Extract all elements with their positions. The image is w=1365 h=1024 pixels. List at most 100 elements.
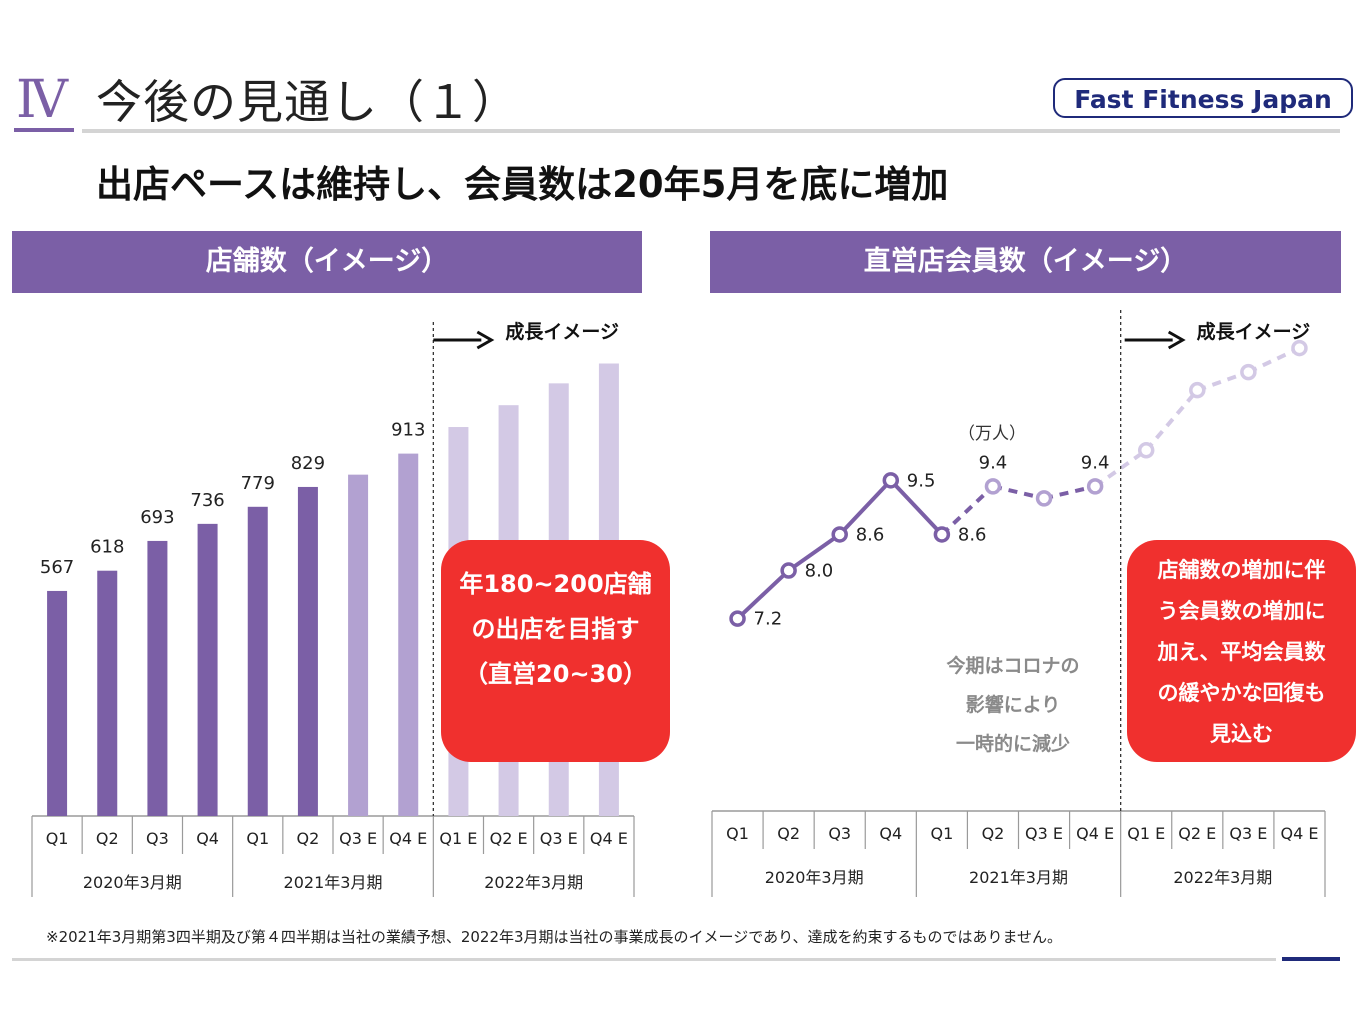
member-period-label: 2020年3月期 xyxy=(765,868,864,887)
covid-note-line: 今期はコロナの xyxy=(946,655,1080,677)
member-line-segment xyxy=(889,478,944,536)
member-growth-callout: 店舗数の増加に伴 う会員数の増加に 加え、平均会員数 の緩やかな回復も 見込む xyxy=(1127,540,1356,762)
store-tick-label: Q4 E xyxy=(389,829,427,848)
store-bar xyxy=(147,540,168,816)
store-bar xyxy=(247,506,268,816)
member-line-segment xyxy=(838,478,893,536)
member-point xyxy=(933,526,951,543)
member-value-label: 8.6 xyxy=(856,524,885,545)
section-underline xyxy=(14,128,74,132)
unit-label: （万人） xyxy=(958,424,1026,444)
member-period-label: 2022年3月期 xyxy=(1173,868,1272,887)
store-period-label: 2020年3月期 xyxy=(83,873,182,892)
store-bar xyxy=(97,570,118,816)
member-line-segment xyxy=(1247,346,1301,374)
title-divider xyxy=(82,129,1340,133)
member-line-segment xyxy=(1043,484,1096,501)
member-growth-arrowhead xyxy=(1167,330,1186,350)
member-point xyxy=(882,472,900,489)
member-tick-label: Q4 xyxy=(879,824,902,843)
footnote: ※2021年3月期第3四半期及び第４四半期は当社の業績予想、2022年3月期は当… xyxy=(46,928,1063,946)
store-growth-arrowhead xyxy=(476,330,495,350)
covid-note-line: 影響により xyxy=(965,694,1061,716)
store-value-label: 567 xyxy=(40,557,74,578)
member-tick-label: Q4 E xyxy=(1280,824,1318,843)
member-line-segment xyxy=(787,532,841,573)
store-bar xyxy=(197,523,218,816)
store-value-label: 779 xyxy=(241,473,275,494)
member-line-segment xyxy=(1093,448,1148,488)
store-tick-label: Q4 E xyxy=(590,829,628,848)
callout-line: の出店を目指す xyxy=(471,615,640,643)
store-tick-label: Q2 xyxy=(96,829,119,848)
store-value-label: 913 xyxy=(391,420,425,441)
callout-line: 店舗数の増加に伴 xyxy=(1157,558,1326,582)
member-value-label: 7.2 xyxy=(754,609,783,630)
store-value-label: 693 xyxy=(140,507,174,528)
covid-note: 今期はコロナの 影響により 一時的に減少 xyxy=(918,647,1108,764)
member-point xyxy=(1240,363,1257,381)
callout-line: 年180~200店舗 xyxy=(459,570,652,598)
callout-line: 加え、平均会員数 xyxy=(1157,640,1326,664)
company-logo: Fast Fitness Japan xyxy=(1053,78,1353,118)
store-tick-label: Q2 E xyxy=(490,829,528,848)
store-bar xyxy=(297,486,318,816)
headline: 出店ペースは維持し、会員数は20年5月を底に増加 xyxy=(96,163,949,206)
section-number: Ⅳ xyxy=(16,70,68,130)
store-tick-label: Q1 E xyxy=(439,829,477,848)
store-bar xyxy=(47,590,68,816)
store-tick-label: Q3 E xyxy=(540,829,578,848)
page-title: 今後の見通し（１） xyxy=(96,75,519,129)
store-period-label: 2021年3月期 xyxy=(284,873,383,892)
member-tick-label: Q1 xyxy=(930,824,953,843)
callout-line: の緩やかな回復も xyxy=(1157,681,1326,705)
member-tick-label: Q3 E xyxy=(1229,824,1267,843)
member-value-label: 9.4 xyxy=(979,452,1008,473)
member-point xyxy=(1035,490,1053,507)
callout-line: （直営20~30） xyxy=(464,660,647,688)
store-growth-label: 成長イメージ xyxy=(505,320,619,343)
callout-line: 見込む xyxy=(1210,722,1273,746)
member-tick-label: Q3 xyxy=(828,824,851,843)
member-point xyxy=(1189,381,1206,399)
member-point xyxy=(831,526,848,543)
member-tick-label: Q3 E xyxy=(1025,824,1063,843)
covid-note-line: 一時的に減少 xyxy=(955,733,1070,755)
member-growth-label: 成長イメージ xyxy=(1197,320,1311,343)
store-tick-label: Q4 xyxy=(196,829,219,848)
store-tick-label: Q3 E xyxy=(339,829,377,848)
store-period-label: 2022年3月期 xyxy=(484,873,583,892)
member-value-label: 8.0 xyxy=(805,561,834,582)
member-tick-label: Q2 xyxy=(982,824,1005,843)
member-tick-label: Q2 xyxy=(777,824,800,843)
callout-line: う会員数の増加に xyxy=(1157,599,1326,623)
member-point xyxy=(1086,478,1104,495)
store-tick-label: Q1 xyxy=(246,829,269,848)
store-tick-label: Q1 xyxy=(46,829,69,848)
store-value-label: 829 xyxy=(291,453,325,474)
member-line-segment xyxy=(992,484,1045,501)
member-tick-label: Q1 E xyxy=(1127,824,1165,843)
member-line-segment xyxy=(736,569,790,621)
store-count-chart-title: 店舗数（イメージ） xyxy=(12,231,642,293)
member-count-chart-title: 直営店会員数（イメージ） xyxy=(710,231,1341,293)
member-tick-label: Q1 xyxy=(726,824,749,843)
member-period-label: 2021年3月期 xyxy=(969,868,1068,887)
store-value-label: 618 xyxy=(90,537,124,558)
member-point xyxy=(729,610,746,627)
store-bar xyxy=(398,453,419,816)
store-growth-callout: 年180~200店舗 の出店を目指す （直営20~30） xyxy=(441,540,670,762)
member-value-label: 9.4 xyxy=(1081,452,1110,473)
member-value-label: 8.6 xyxy=(958,524,987,545)
member-point xyxy=(1137,442,1155,459)
member-point xyxy=(780,562,797,579)
member-point xyxy=(984,478,1002,495)
member-value-label: 9.5 xyxy=(907,470,936,491)
member-tick-label: Q4 E xyxy=(1076,824,1114,843)
member-line-segment xyxy=(1144,388,1199,452)
store-value-label: 736 xyxy=(190,490,224,511)
footer-divider xyxy=(12,958,1276,961)
store-bar xyxy=(348,474,369,816)
store-tick-label: Q2 xyxy=(297,829,320,848)
